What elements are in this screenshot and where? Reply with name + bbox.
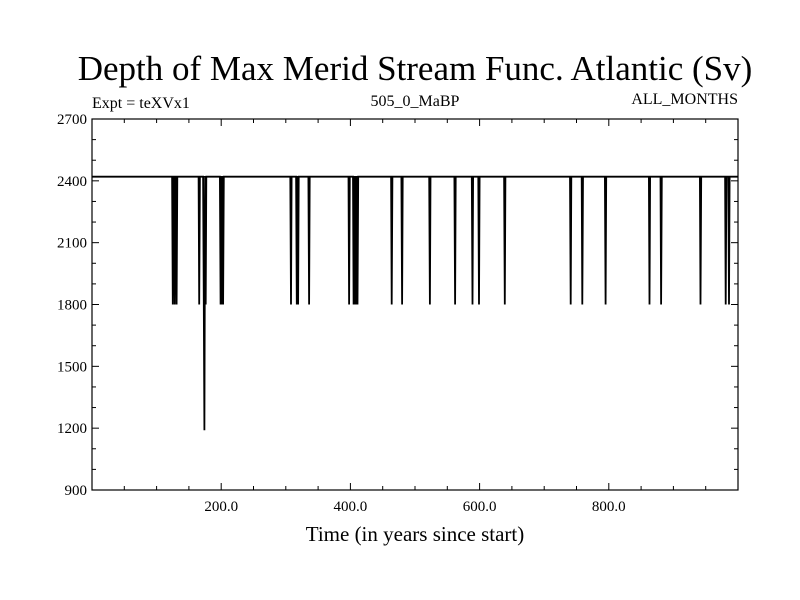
series-line (92, 177, 738, 431)
y-tick-label: 1200 (57, 421, 87, 437)
subtitle-months: ALL_MONTHS (631, 91, 738, 108)
x-tick-label: 800.0 (592, 499, 626, 515)
y-tick-label: 2400 (57, 174, 87, 190)
chart-title: Depth of Max Merid Stream Func. Atlantic… (78, 49, 753, 88)
y-tick-label: 2100 (57, 236, 87, 252)
x-tick-label: 600.0 (463, 499, 497, 515)
subtitle-experiment: Expt = teXVx1 (92, 95, 190, 112)
x-axis-tick-labels: 200.0 400.0 600.0 800.0 (204, 499, 625, 515)
y-tick-label: 1500 (57, 359, 87, 375)
y-tick-label: 1800 (57, 298, 87, 314)
plot-frame (92, 119, 738, 490)
x-tick-label: 400.0 (334, 499, 368, 515)
subtitle-period: 505_0_MaBP (371, 93, 460, 110)
y-tick-label: 2700 (57, 112, 87, 128)
y-axis-tick-labels: 900 1200 1500 1800 2100 2400 2700 (57, 112, 87, 499)
x-tick-label: 200.0 (204, 499, 238, 515)
x-axis-label: Time (in years since start) (306, 522, 525, 546)
axis-ticks (92, 119, 738, 490)
y-tick-label: 900 (65, 483, 88, 499)
